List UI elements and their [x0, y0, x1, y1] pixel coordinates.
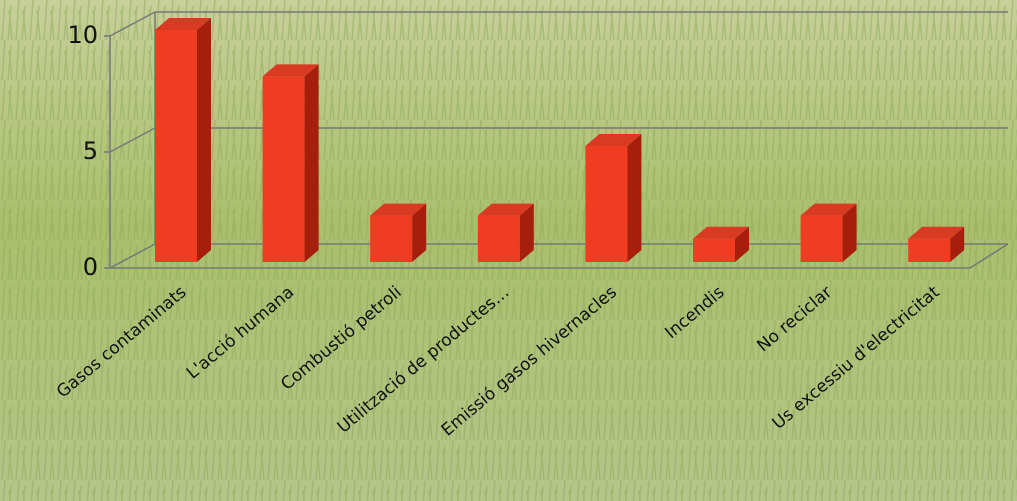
bar-side	[412, 203, 427, 262]
bar	[477, 203, 534, 262]
bar	[370, 203, 427, 262]
bar	[908, 226, 965, 262]
bar-side	[627, 134, 642, 262]
bar-front	[585, 146, 628, 262]
bar-side	[950, 226, 965, 262]
bar-front	[800, 215, 843, 262]
bar-front	[262, 76, 305, 263]
bar	[693, 226, 749, 262]
y-tick-label: 10	[67, 21, 98, 49]
bar-side	[842, 203, 857, 262]
bar-front	[908, 238, 951, 262]
bar-top	[155, 18, 211, 30]
bar-front	[693, 238, 735, 262]
floor-edge	[969, 243, 1009, 269]
bar-side	[304, 64, 319, 263]
grid-line	[109, 243, 156, 269]
bar-front	[155, 30, 197, 262]
y-tick-label: 0	[83, 253, 98, 281]
bar-side	[519, 203, 534, 262]
bar-top	[370, 203, 427, 216]
bar-top	[477, 203, 534, 216]
bar	[262, 64, 319, 263]
bar-top	[262, 64, 319, 77]
bar-top	[908, 226, 965, 239]
bar	[800, 203, 857, 262]
grid-line	[109, 127, 156, 153]
bar-front	[370, 215, 413, 262]
bar-top	[800, 203, 857, 216]
bar-side	[735, 226, 749, 262]
grid-line	[109, 11, 156, 37]
bar-front	[477, 215, 520, 262]
bar-top	[585, 134, 642, 146]
bar-top	[693, 226, 749, 239]
bar	[155, 18, 211, 262]
y-tick-label: 5	[83, 137, 98, 165]
bar-side	[197, 18, 211, 262]
bar	[585, 134, 642, 262]
